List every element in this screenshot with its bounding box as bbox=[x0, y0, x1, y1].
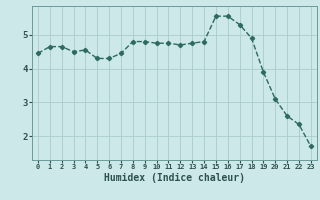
X-axis label: Humidex (Indice chaleur): Humidex (Indice chaleur) bbox=[104, 173, 245, 183]
